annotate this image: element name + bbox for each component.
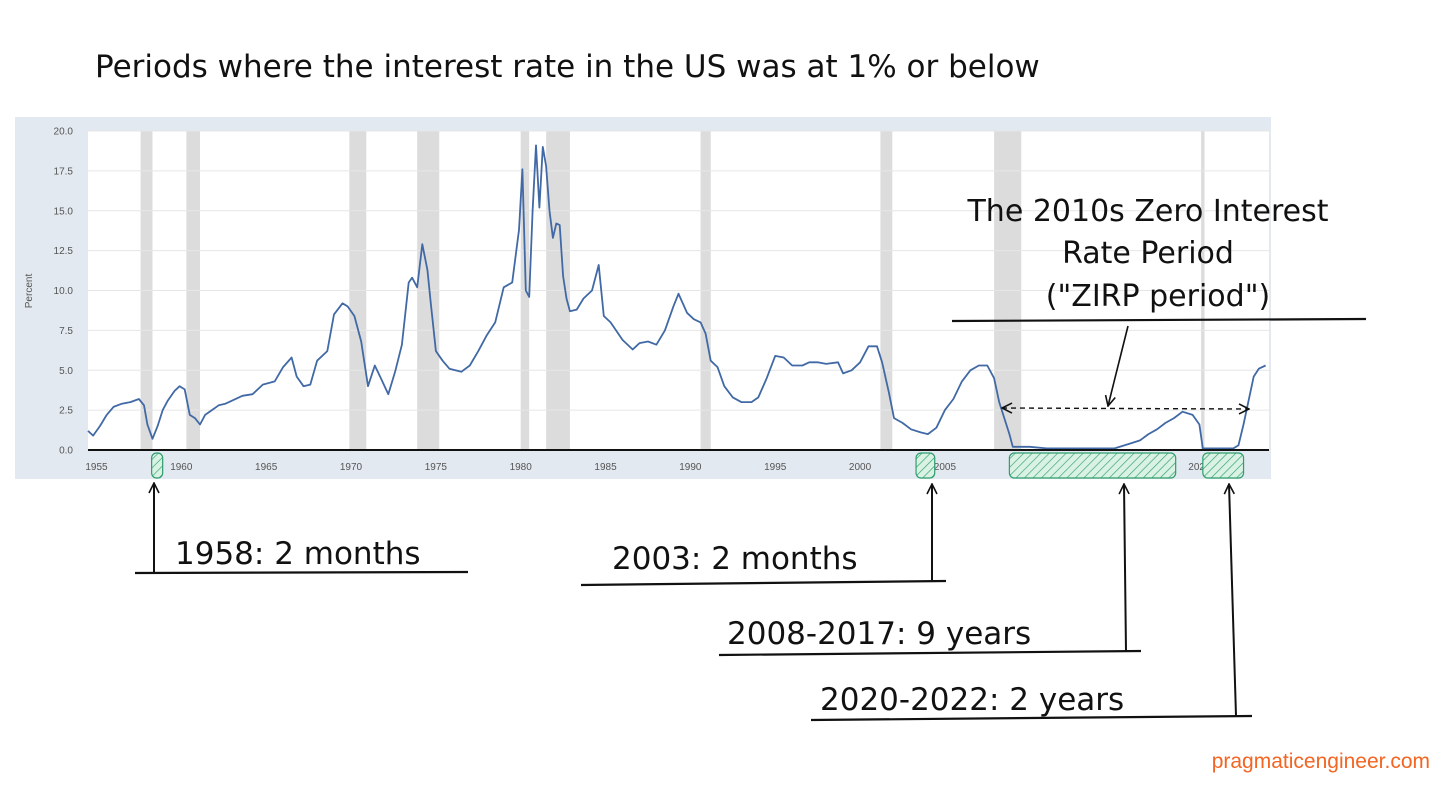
low-rate-period-highlight: [915, 452, 936, 479]
low-rate-period-highlight: [151, 452, 164, 479]
annotation-1958: 1958: 2 months: [134, 483, 469, 575]
zirp-label-line-2: Rate Period: [1062, 236, 1234, 271]
annotation-2003: 2003: 2 months: [580, 484, 947, 587]
x-tick-label: 1985: [594, 462, 617, 473]
annotation-underline: [580, 579, 947, 587]
annotation-label: 2020-2022: 2 years: [820, 682, 1124, 718]
x-tick-label: 2005: [934, 462, 957, 473]
x-tick-label: 2000: [849, 462, 872, 473]
zirp-underline: [951, 317, 1367, 323]
y-tick-label: 20.0: [54, 127, 74, 138]
y-tick-label: 2.5: [59, 406, 73, 417]
annotation-label: 2008-2017: 9 years: [727, 616, 1031, 652]
zirp-label-line-1: The 2010s Zero Interest: [966, 194, 1328, 229]
zirp-annotation: The 2010s Zero Interest Rate Period ("ZI…: [951, 194, 1367, 409]
annotation-2008-2017: 2008-2017: 9 years: [718, 484, 1142, 657]
annotation-underline: [810, 714, 1253, 722]
x-tick-label: 1965: [255, 462, 278, 473]
x-tick-label: 1990: [679, 462, 702, 473]
y-tick-label: 5.0: [59, 366, 73, 377]
y-axis-label: Percent: [24, 274, 35, 309]
x-tick-label: 1955: [85, 462, 108, 473]
interest-rate-line: [87, 144, 1266, 450]
y-tick-label: 15.0: [54, 206, 74, 217]
brand-watermark: pragmaticengineer.com: [1211, 750, 1430, 773]
figure-title: Periods where the interest rate in the U…: [95, 49, 1040, 85]
y-tick-label: 10.0: [54, 286, 74, 297]
annotation-arrow: [1229, 484, 1237, 717]
annotation-label: 1958: 2 months: [175, 536, 421, 572]
low-rate-period-highlight: [1202, 452, 1245, 479]
x-tick-label: 1980: [510, 462, 533, 473]
y-tick-label: 0.0: [59, 446, 73, 457]
annotation-arrow: [1124, 484, 1126, 653]
y-tick-label: 7.5: [59, 326, 73, 337]
x-tick-label: 1975: [425, 462, 448, 473]
x-tick-label: 1960: [170, 462, 193, 473]
annotation-2020-2022: 2020-2022: 2 years: [810, 484, 1253, 722]
y-tick-label: 12.5: [54, 246, 74, 257]
annotation-underline: [134, 570, 469, 575]
x-tick-label: 1995: [764, 462, 787, 473]
y-tick-labels: 0.0 2.5 5.0 7.5 10.0 12.5 15.0 17.5 20.0: [54, 127, 74, 457]
zirp-pointer-arrow: [1108, 325, 1129, 406]
period-annotations: 1958: 2 months 2003: 2 months 2008-2017:…: [134, 483, 1253, 722]
low-rate-period-highlight: [1008, 452, 1177, 479]
zirp-label-line-3: ("ZIRP period"): [1046, 279, 1270, 314]
annotation-underline: [718, 649, 1142, 657]
x-tick-label: 1970: [340, 462, 363, 473]
low-rate-highlights: [151, 452, 1245, 479]
y-tick-label: 17.5: [54, 166, 74, 177]
x-tick-label: 2020: [1188, 462, 1211, 473]
annotation-label: 2003: 2 months: [612, 541, 858, 577]
